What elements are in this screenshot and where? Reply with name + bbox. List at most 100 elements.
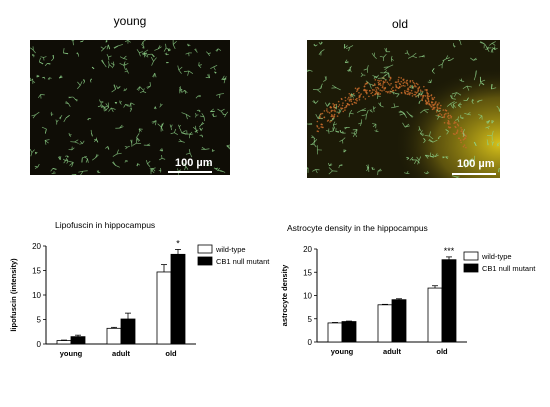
lipofuscin-dot: [347, 98, 349, 100]
astrocyte-mark: [40, 56, 47, 61]
astrocyte-mark: [478, 82, 485, 87]
astrocyte-mark: [199, 127, 203, 131]
lipofuscin-dot: [415, 85, 417, 88]
lipofuscin-dot: [426, 89, 428, 91]
lipofuscin-dot: [385, 90, 387, 93]
astrocyte-mark: [462, 85, 472, 91]
astrocyte-mark: [100, 45, 107, 52]
astrocyte-mark: [406, 156, 410, 161]
lipofuscin-dot: [394, 89, 397, 91]
astrocyte-mark: [307, 69, 313, 72]
lipofuscin-dot: [414, 93, 417, 96]
x-tick-label: adult: [383, 347, 401, 356]
lipofuscin-dot: [449, 123, 451, 125]
lipofuscin-dot: [389, 77, 392, 80]
lipofuscin-dot: [431, 108, 434, 111]
astrocyte-mark: [31, 111, 40, 119]
lipofuscin-dot: [326, 120, 329, 122]
astrocyte-mark: [136, 133, 141, 142]
y-tick-label: 20: [303, 245, 312, 254]
lipofuscin-dot: [436, 106, 439, 109]
astrocyte-mark: [344, 127, 350, 130]
astrocyte-mark: [70, 139, 79, 144]
legend-label: wild-type: [481, 252, 512, 261]
lipofuscin-dot: [448, 126, 451, 129]
astrocyte-mark: [438, 60, 445, 69]
lipofuscin-dot: [423, 94, 425, 97]
astrocyte-mark: [177, 65, 183, 74]
astrocyte-mark: [170, 128, 178, 135]
lipofuscin-dot: [354, 87, 357, 90]
astrocyte-mark: [210, 108, 215, 113]
lipofuscin-dot: [373, 89, 375, 91]
lipofuscin-dot: [413, 85, 415, 88]
astrocyte-mark: [138, 128, 143, 133]
lipofuscin-dot: [386, 91, 389, 94]
x-tick-label: adult: [112, 349, 130, 358]
astrocyte-mark: [479, 76, 486, 83]
astrocyte-mark: [164, 52, 169, 56]
lipofuscin-dot: [328, 112, 331, 114]
lipofuscin-dot: [430, 101, 433, 104]
lipofuscin-dot: [459, 139, 462, 141]
lipofuscin-dot: [397, 80, 400, 83]
lipofuscin-dot: [381, 86, 384, 89]
lipofuscin-dot: [450, 116, 452, 119]
lipofuscin-dot: [346, 103, 349, 106]
astrocyte-mark: [374, 129, 379, 132]
legend-label: CB1 null mutant: [216, 257, 270, 266]
astrocyte-mark: [91, 66, 95, 70]
astrocyte-mark: [222, 111, 229, 118]
lipofuscin-dot: [431, 97, 433, 99]
astrocyte-mark: [485, 126, 490, 130]
lipofuscin-dot: [351, 103, 354, 106]
lipofuscin-dot: [341, 107, 344, 110]
chart-lipofuscin-svg: Lipofuscin in hippocampus 0 5 10 15 20 lipofus…: [9, 220, 270, 358]
lipofuscin-dot: [396, 86, 398, 89]
lipofuscin-dot: [358, 91, 360, 94]
astrocyte-mark: [179, 86, 183, 94]
astrocyte-mark: [330, 117, 335, 121]
lipofuscin-dot: [375, 90, 377, 93]
lipofuscin-dot: [443, 122, 446, 124]
astrocyte-mark: [363, 65, 369, 73]
astrocyte-mark: [195, 94, 201, 99]
astrocyte-mark: [51, 54, 54, 62]
lipofuscin-dot: [448, 117, 450, 120]
lipofuscin-dot: [356, 99, 358, 102]
lipofuscin-dot: [433, 96, 436, 99]
lipofuscin-dot: [345, 104, 348, 107]
astrocyte-mark: [452, 101, 457, 109]
lipofuscin-dot: [348, 92, 351, 95]
bar-wild-type-adult: [377, 304, 393, 343]
astrocyte-mark: [460, 114, 464, 120]
lipofuscin-dot: [431, 104, 434, 106]
lipofuscin-dot: [455, 121, 457, 124]
lipofuscin-dot: [355, 90, 358, 93]
astrocyte-mark: [154, 45, 162, 51]
astrocyte-mark: [372, 75, 378, 79]
astrocyte-mark: [215, 48, 222, 52]
lipofuscin-dot: [362, 96, 365, 98]
astrocyte-mark: [63, 115, 70, 123]
astrocyte-mark: [451, 175, 460, 178]
lipofuscin-dot: [417, 88, 420, 90]
lipofuscin-dot: [456, 129, 459, 131]
x-tick-label: young: [331, 347, 354, 356]
astrocyte-mark: [101, 59, 107, 68]
lipofuscin-dot: [378, 80, 381, 82]
astrocyte-mark: [428, 138, 438, 143]
lipofuscin-dot: [366, 92, 368, 95]
y-tick-label: 15: [32, 267, 41, 276]
astrocyte-mark: [77, 81, 83, 90]
lipofuscin-dot: [450, 115, 453, 118]
astrocyte-mark: [181, 89, 188, 94]
astrocyte-mark: [57, 156, 62, 160]
astrocyte-mark: [159, 148, 163, 152]
astrocyte-mark: [447, 57, 454, 62]
astrocyte-mark: [183, 130, 191, 135]
chart-astrocyte: Astrocyte density in the hippocampus 0 5 10…: [275, 218, 550, 378]
astrocyte-mark: [380, 70, 388, 74]
astrocyte-mark: [459, 78, 465, 82]
astrocyte-mark: [44, 139, 50, 145]
